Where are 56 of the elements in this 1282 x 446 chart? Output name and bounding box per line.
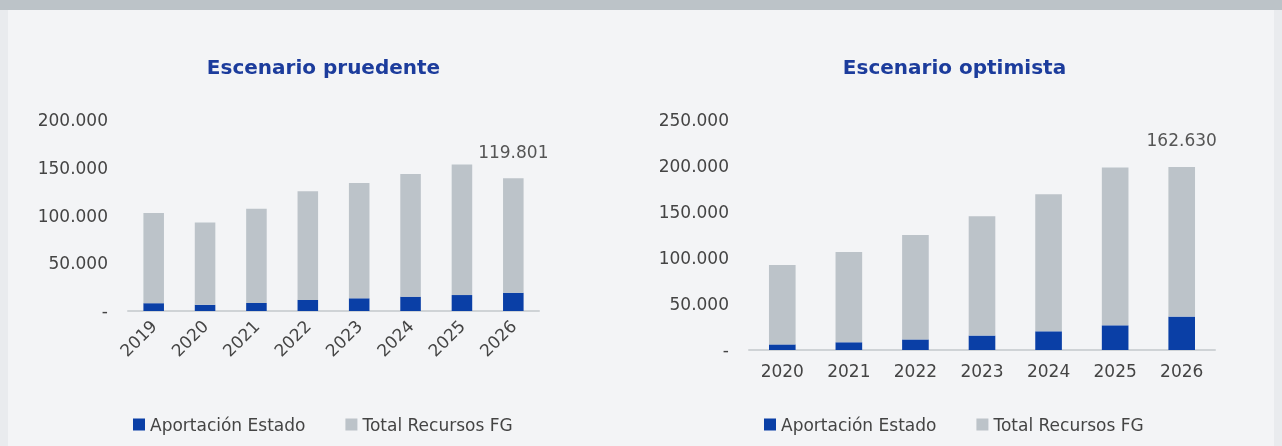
bar xyxy=(348,183,370,299)
x-tick-label: 2026 xyxy=(1160,360,1204,381)
data-label: 162.630 xyxy=(1146,130,1217,151)
x-tick-label: 2020 xyxy=(760,360,804,381)
x-tick-label: 2022 xyxy=(893,360,938,381)
chart-title: Escenario optimista xyxy=(842,55,1067,79)
bar xyxy=(451,164,473,296)
y-tick-label: 50.000 xyxy=(669,294,729,314)
x-tick-label: 2025 xyxy=(1093,360,1137,381)
bar xyxy=(1101,325,1129,350)
legend-label: Aportación Estado xyxy=(150,414,306,435)
bar xyxy=(968,216,996,336)
bar xyxy=(503,178,524,293)
bar xyxy=(297,191,319,300)
legend-label: Total Recursos FG xyxy=(992,414,1144,435)
bar xyxy=(348,298,370,311)
bar xyxy=(1168,166,1196,317)
bar xyxy=(246,208,267,303)
bar xyxy=(1101,167,1129,326)
bar xyxy=(194,222,216,305)
bar xyxy=(451,295,473,311)
bar xyxy=(400,296,421,311)
chart-title: Escenario pruedente xyxy=(206,55,441,79)
bar xyxy=(968,335,996,350)
x-tick-label: 2023 xyxy=(960,360,1004,381)
bar xyxy=(400,173,421,297)
y-tick-label: 150.000 xyxy=(658,202,729,222)
bar xyxy=(143,213,164,304)
x-tick-label: 2021 xyxy=(827,360,871,381)
x-tick-label: 2024 xyxy=(1026,360,1071,381)
y-tick-label: 100.000 xyxy=(658,248,729,268)
legend-label: Aportación Estado xyxy=(781,414,937,435)
y-tick-label: 200.000 xyxy=(37,110,108,130)
y-tick-label: 250.000 xyxy=(658,110,729,130)
bar xyxy=(194,304,216,311)
y-tick-label: 100.000 xyxy=(37,205,108,226)
bar xyxy=(1168,316,1196,350)
data-label: 119.801 xyxy=(478,141,549,162)
y-tick-label: 50.000 xyxy=(48,253,108,274)
bar xyxy=(768,264,796,345)
y-tick-label: 200.000 xyxy=(658,156,729,176)
y-tick-label: - xyxy=(722,340,729,360)
bar xyxy=(768,344,796,350)
bar xyxy=(503,292,524,311)
bar xyxy=(902,339,929,350)
bar xyxy=(143,303,164,311)
legend-label: Total Recursos FG xyxy=(361,414,513,435)
bar xyxy=(835,342,863,350)
y-tick-label: 150.000 xyxy=(37,157,108,178)
bar xyxy=(1035,331,1062,350)
bar xyxy=(246,302,267,311)
bar xyxy=(1035,194,1062,332)
bar xyxy=(902,235,929,340)
y-tick-label: - xyxy=(101,301,108,321)
bar xyxy=(835,251,863,343)
bar xyxy=(297,299,319,311)
